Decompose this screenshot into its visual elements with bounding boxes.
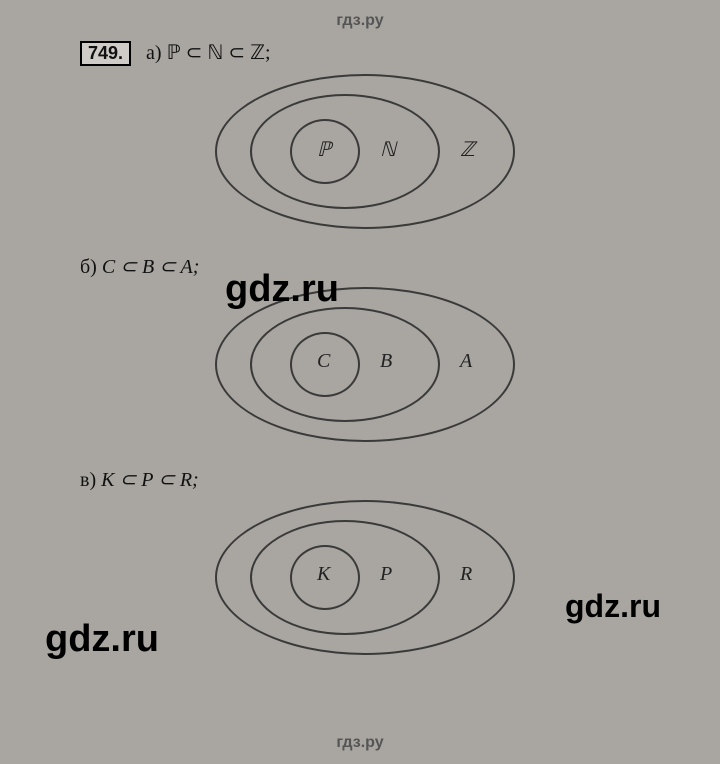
diagram-b: CBA — [215, 287, 525, 447]
diagram-label-inner: C — [317, 350, 330, 373]
diagram-c: KPR — [215, 500, 525, 660]
diagram-label-outer: R — [460, 563, 472, 586]
part-c-header: в) K ⊂ P ⊂ R; — [80, 467, 660, 492]
part-c: в) K ⊂ P ⊂ R; K P R — [80, 467, 660, 660]
part-a: 749. а) ℙ ⊂ ℕ ⊂ ℤ; ℙ ℕ ℤ — [80, 40, 660, 234]
part-b-relation: C ⊂ B ⊂ A; — [102, 256, 200, 278]
part-a-label: а) — [146, 42, 162, 64]
diagram-label-middle: ℕ — [380, 137, 396, 162]
part-a-header: 749. а) ℙ ⊂ ℕ ⊂ ℤ; — [80, 40, 660, 66]
diagram-label-middle: P — [380, 563, 392, 586]
watermark-bottom: гдз.ру — [336, 734, 383, 752]
diagram-label-outer: ℤ — [460, 137, 475, 162]
watermark-top: гдз.ру — [336, 12, 383, 30]
part-b: б) C ⊂ B ⊂ A; C B A — [80, 254, 660, 447]
diagram-label-inner: ℙ — [317, 137, 331, 162]
page-content: 749. а) ℙ ⊂ ℕ ⊂ ℤ; ℙ ℕ ℤ б) C ⊂ B ⊂ A; C B A… — [80, 40, 660, 680]
diagram-a: ℙℕℤ — [215, 74, 525, 234]
part-a-relation: ℙ ⊂ ℕ ⊂ ℤ; — [167, 42, 271, 64]
problem-number: 749. — [80, 41, 131, 66]
diagram-label-inner: K — [317, 563, 330, 586]
part-c-label: в) — [80, 469, 96, 491]
diagram-label-outer: A — [460, 350, 472, 373]
part-c-relation: K ⊂ P ⊂ R; — [101, 469, 199, 491]
part-b-header: б) C ⊂ B ⊂ A; — [80, 254, 660, 279]
diagram-label-middle: B — [380, 350, 392, 373]
part-b-label: б) — [80, 256, 97, 278]
